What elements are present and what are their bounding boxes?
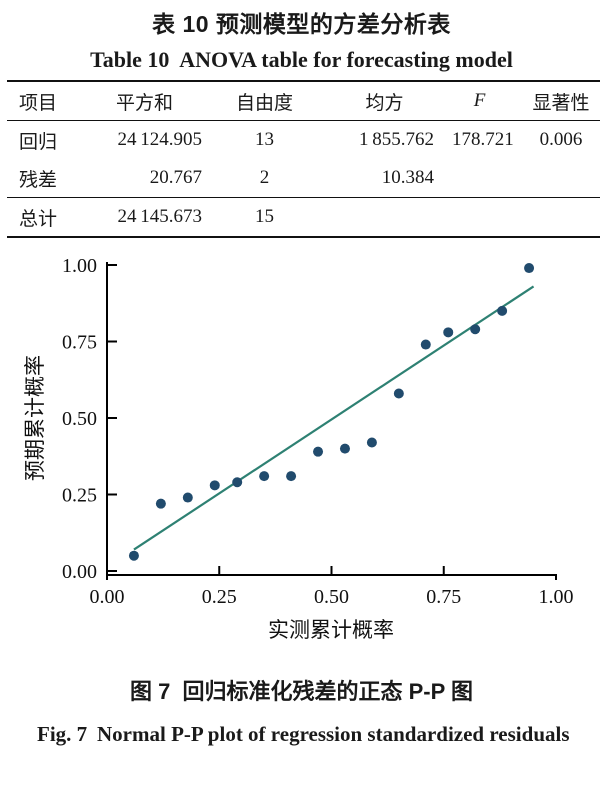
table-cell (522, 198, 600, 238)
figure-caption-en-text: Normal P-P plot of regression standardiz… (97, 722, 570, 746)
y-axis-title: 预期累计概率 (23, 355, 47, 481)
table-cell (317, 198, 452, 238)
data-point (209, 480, 220, 491)
table-cell (452, 198, 522, 238)
y-tick-label: 0.25 (62, 485, 97, 507)
table-row-total: 总计 24 145.673 15 (7, 197, 600, 238)
x-tick-label: 0.25 (202, 586, 237, 608)
data-point (155, 498, 166, 509)
table-cell: 残差 (19, 169, 58, 191)
table-title-zh: 表 10 预测模型的方差分析表 (152, 11, 451, 37)
table-title-en: Table 10 ANOVA table for forecasting mod… (90, 47, 513, 72)
table-cell: 1 855.762 (358, 129, 434, 150)
data-point (286, 471, 297, 482)
data-point (259, 471, 270, 482)
x-tick-label: 0.75 (426, 586, 461, 608)
data-point (443, 327, 454, 338)
figure-caption-zh: 图 7 回归标准化残差的正态 P-P 图 (129, 679, 474, 704)
data-point (232, 477, 243, 488)
table-cell: 24 145.673 (117, 206, 202, 227)
y-tick-label: 0.00 (62, 561, 97, 583)
table-cell: 总计 (19, 208, 58, 230)
column-header-f: F (473, 90, 486, 111)
data-point (497, 305, 508, 316)
table-cell: 13 (255, 129, 274, 150)
table-cell: 20.767 (149, 167, 202, 188)
table-cell: 0.006 (539, 129, 583, 150)
column-header-significance: 显著性 (532, 92, 590, 114)
figure-caption-en-number: Fig. 7 (37, 722, 88, 746)
table-row-residual: 残差 20.767 2 10.384 (7, 159, 600, 198)
data-point (420, 339, 431, 350)
y-tick-label: 0.50 (62, 408, 97, 430)
y-tick-label: 1.00 (62, 255, 97, 277)
data-point (313, 446, 324, 457)
data-point (524, 263, 535, 274)
data-point (393, 388, 404, 399)
data-point (366, 437, 377, 448)
column-header-item: 项目 (19, 92, 58, 114)
data-point (182, 492, 193, 503)
column-header-mean-square: 均方 (365, 92, 404, 114)
x-tick-label: 0.00 (90, 586, 125, 608)
column-header-df: 自由度 (235, 92, 293, 114)
table-row-regression: 回归 24 124.905 13 1 855.762 178.721 0.006 (7, 121, 600, 160)
x-tick-label: 0.50 (314, 586, 349, 608)
data-point (339, 443, 350, 454)
x-tick-label: 1.00 (539, 586, 574, 608)
pp-plot-svg: 0.00 0.25 0.50 0.75 1.00 0.00 0.25 0.50 0.75 1.00… (23, 255, 574, 642)
table-cell: 24 124.905 (117, 129, 202, 150)
axis-line (106, 262, 557, 580)
y-tick-label: 0.75 (62, 332, 97, 354)
data-point (470, 324, 481, 335)
table-cell: 10.384 (381, 167, 434, 188)
figure-caption-en: Fig. 7 Normal P-P plot of regression sta… (37, 715, 603, 753)
table-cell: 回归 (19, 131, 58, 153)
table-cell (452, 159, 522, 198)
data-point (128, 550, 139, 561)
reference-line (133, 285, 535, 551)
x-axis-title: 实测累计概率 (268, 618, 394, 642)
table-cell: 2 (259, 167, 270, 188)
table-cell: 15 (255, 206, 274, 227)
table-header-row: 项目 平方和 自由度 均方 F 显著性 (7, 81, 600, 121)
pp-plot-figure: 0.00 0.25 0.50 0.75 1.00 0.00 0.25 0.50 0.75 1.00… (0, 246, 603, 651)
column-header-sum-of-squares: 平方和 (115, 92, 173, 114)
table-cell (522, 159, 600, 198)
table-cell: 178.721 (452, 129, 514, 150)
anova-table: 项目 平方和 自由度 均方 F 显著性 回归 24 124.905 13 1 8… (7, 80, 600, 238)
